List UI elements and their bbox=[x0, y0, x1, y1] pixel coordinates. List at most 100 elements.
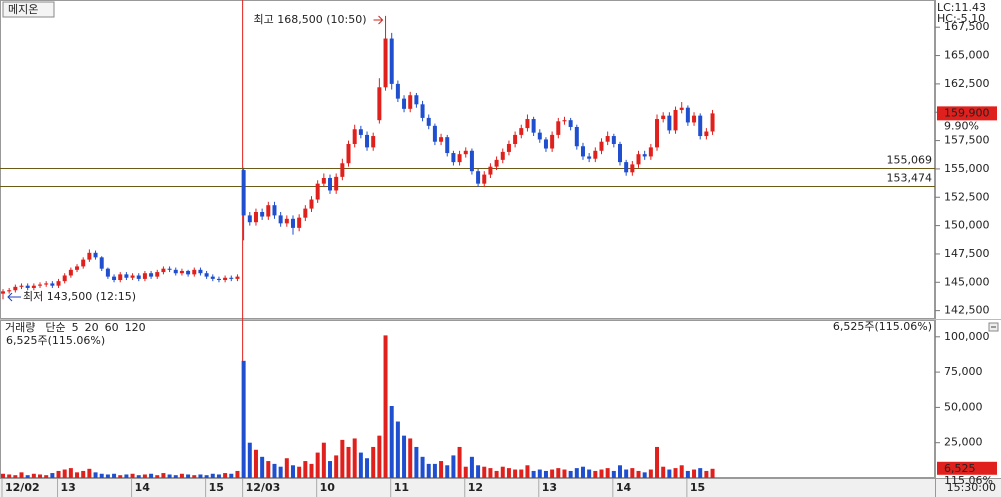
volume-bar bbox=[50, 473, 55, 478]
volume-bar bbox=[315, 452, 320, 478]
volume-bar bbox=[173, 475, 178, 478]
volume-bar bbox=[611, 470, 616, 478]
candle-body bbox=[130, 275, 135, 278]
clock: 15:30:00 bbox=[947, 481, 996, 494]
y-tick-label: 162,500 bbox=[944, 77, 990, 90]
candle-body bbox=[494, 159, 499, 167]
candle-body bbox=[297, 217, 302, 228]
candle-body bbox=[142, 273, 147, 279]
volume-bar bbox=[321, 442, 326, 478]
volume-bar bbox=[402, 435, 407, 478]
change-label: 9.90% bbox=[944, 119, 979, 132]
x-tick-label: 12/03 bbox=[246, 481, 281, 494]
volume-bar bbox=[81, 470, 86, 478]
candle-body bbox=[38, 284, 43, 286]
candle-body bbox=[13, 286, 18, 291]
candle-body bbox=[506, 143, 511, 152]
volume-bar bbox=[568, 470, 573, 478]
volume-bar bbox=[142, 474, 147, 478]
volume-bar bbox=[253, 449, 258, 478]
volume-bar bbox=[124, 474, 129, 478]
volume-bar bbox=[648, 469, 653, 478]
candle-body bbox=[7, 290, 12, 292]
candle-body bbox=[513, 134, 518, 144]
last-volume-box bbox=[937, 461, 997, 475]
high-annotation: 최고 168,500 (10:50) bbox=[254, 13, 367, 26]
candle-body bbox=[192, 269, 197, 275]
candle-body bbox=[383, 38, 388, 88]
low-annotation: 최저 143,500 (12:15) bbox=[23, 290, 136, 303]
candle-body bbox=[112, 276, 117, 281]
candle-body bbox=[365, 134, 370, 148]
volume-bar bbox=[624, 469, 629, 478]
volume-bar bbox=[667, 469, 672, 478]
volume-bar bbox=[75, 472, 80, 478]
y-tick-label: 152,500 bbox=[944, 190, 990, 203]
candle-body bbox=[710, 113, 715, 132]
candle-body bbox=[408, 95, 413, 109]
candle-body bbox=[235, 276, 240, 279]
y-tick-label: 150,000 bbox=[944, 219, 990, 232]
candle-body bbox=[136, 275, 141, 279]
volume-bar bbox=[439, 461, 444, 478]
volume-bar bbox=[112, 473, 117, 478]
volume-bar bbox=[161, 473, 166, 478]
candle-body bbox=[445, 137, 450, 154]
volume-bar bbox=[303, 461, 308, 478]
volume-bar bbox=[118, 475, 123, 478]
volume-bar bbox=[328, 461, 333, 478]
candle-body bbox=[642, 154, 647, 157]
volume-bar bbox=[260, 456, 265, 478]
last-price: 159,900 bbox=[944, 106, 990, 119]
volume-bar bbox=[25, 475, 30, 478]
candle-body bbox=[179, 270, 184, 274]
volume-bar bbox=[482, 466, 487, 478]
volume-bar bbox=[272, 463, 277, 478]
volume-bar bbox=[426, 463, 431, 478]
volume-bar bbox=[130, 473, 135, 478]
candle-body bbox=[241, 170, 246, 216]
volume-bar bbox=[340, 439, 345, 478]
volume-bar bbox=[31, 473, 36, 478]
y-tick-label: 145,000 bbox=[944, 275, 990, 288]
volume-bar bbox=[167, 474, 172, 478]
price-panel bbox=[0, 0, 935, 319]
volume-bar bbox=[543, 470, 548, 478]
candle-body bbox=[692, 115, 697, 123]
ticker-box[interactable] bbox=[2, 1, 55, 18]
candle-body bbox=[463, 150, 468, 155]
y-tick-label: 157,500 bbox=[944, 134, 990, 147]
volume-bar bbox=[494, 470, 499, 478]
volume-bar bbox=[62, 469, 67, 478]
candle-body bbox=[611, 136, 616, 144]
volume-bar bbox=[432, 463, 437, 478]
volume-bar bbox=[346, 446, 351, 478]
x-tick-label: 13 bbox=[61, 481, 76, 494]
x-tick-label: 11 bbox=[394, 481, 409, 494]
legend-entry: 20 bbox=[85, 321, 99, 334]
volume-bar bbox=[685, 470, 690, 478]
x-tick-label: 15 bbox=[209, 481, 224, 494]
last-volume: 6,525 bbox=[944, 462, 976, 475]
volume-bar bbox=[587, 469, 592, 478]
x-tick-label: 10 bbox=[320, 481, 336, 494]
volume-bar bbox=[414, 446, 419, 478]
candle-body bbox=[531, 119, 536, 133]
candle-body bbox=[44, 283, 49, 285]
candle-body bbox=[537, 132, 542, 140]
volume-bar bbox=[365, 458, 370, 478]
volume-bar bbox=[223, 473, 228, 478]
candle-body bbox=[284, 218, 289, 224]
volume-bar bbox=[149, 473, 154, 478]
volume-bar bbox=[290, 465, 295, 478]
volume-bar bbox=[457, 446, 462, 478]
volume-bar bbox=[395, 421, 400, 478]
x-tick-label: 13 bbox=[542, 481, 557, 494]
volume-bar bbox=[408, 438, 413, 478]
candle-body bbox=[636, 154, 641, 165]
y-tick-label: 50,000 bbox=[944, 400, 983, 413]
reference-label: 155,069 bbox=[887, 154, 933, 167]
volume-bar bbox=[371, 446, 376, 478]
volume-bar bbox=[241, 360, 246, 478]
